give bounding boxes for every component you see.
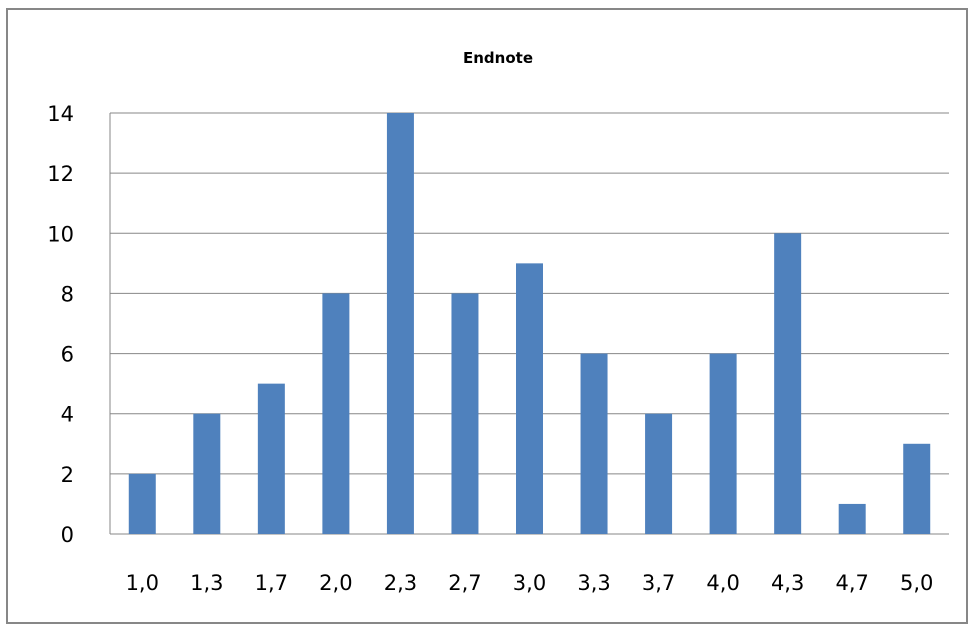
x-tick-label: 5,0 <box>900 571 933 595</box>
x-tick-label: 3,3 <box>577 571 610 595</box>
y-tick-label: 10 <box>47 222 74 246</box>
gridlines <box>109 112 949 535</box>
bar-1,0 <box>128 473 156 534</box>
y-tick-label: 12 <box>47 162 74 186</box>
bar-4,3 <box>774 233 802 535</box>
bar-4,7 <box>838 503 866 534</box>
x-tick-label: 4,0 <box>706 571 739 595</box>
bar-2,3 <box>386 113 414 534</box>
bar-1,7 <box>257 383 285 534</box>
bars <box>128 113 931 535</box>
bar-3,3 <box>580 353 608 534</box>
y-tick-label: 0 <box>61 523 74 547</box>
x-axis-ticks: 1,0 1,3 1,7 2,0 2,3 2,7 3,0 3,3 3,7 4,0 4,3 4,7 5,0 <box>126 571 934 595</box>
y-tick-label: 8 <box>61 282 74 306</box>
y-tick-label: 2 <box>61 463 74 487</box>
bar-2,0 <box>322 293 350 534</box>
x-tick-label: 2,0 <box>319 571 352 595</box>
bar-3,7 <box>645 413 673 534</box>
x-tick-label: 1,3 <box>190 571 223 595</box>
x-tick-label: 3,0 <box>513 571 546 595</box>
bar-2,7 <box>451 293 479 534</box>
bar-1,3 <box>193 413 221 534</box>
x-tick-label: 4,7 <box>835 571 868 595</box>
x-tick-label: 3,7 <box>642 571 675 595</box>
chart-frame <box>6 8 968 624</box>
y-axis-ticks: 0 2 4 6 8 10 12 14 <box>47 102 74 547</box>
y-tick-label: 4 <box>61 403 74 427</box>
bar-4,0 <box>709 353 737 534</box>
chart-title: Endnote <box>463 49 533 67</box>
x-tick-label: 4,3 <box>771 571 804 595</box>
bar-3,0 <box>516 263 543 534</box>
x-tick-label: 1,7 <box>255 571 288 595</box>
bar-5,0 <box>903 443 931 534</box>
x-tick-label: 2,3 <box>384 571 417 595</box>
x-tick-label: 1,0 <box>126 571 159 595</box>
x-tick-label: 2,7 <box>448 571 481 595</box>
y-tick-label: 6 <box>61 343 74 367</box>
y-tick-label: 14 <box>47 102 74 126</box>
